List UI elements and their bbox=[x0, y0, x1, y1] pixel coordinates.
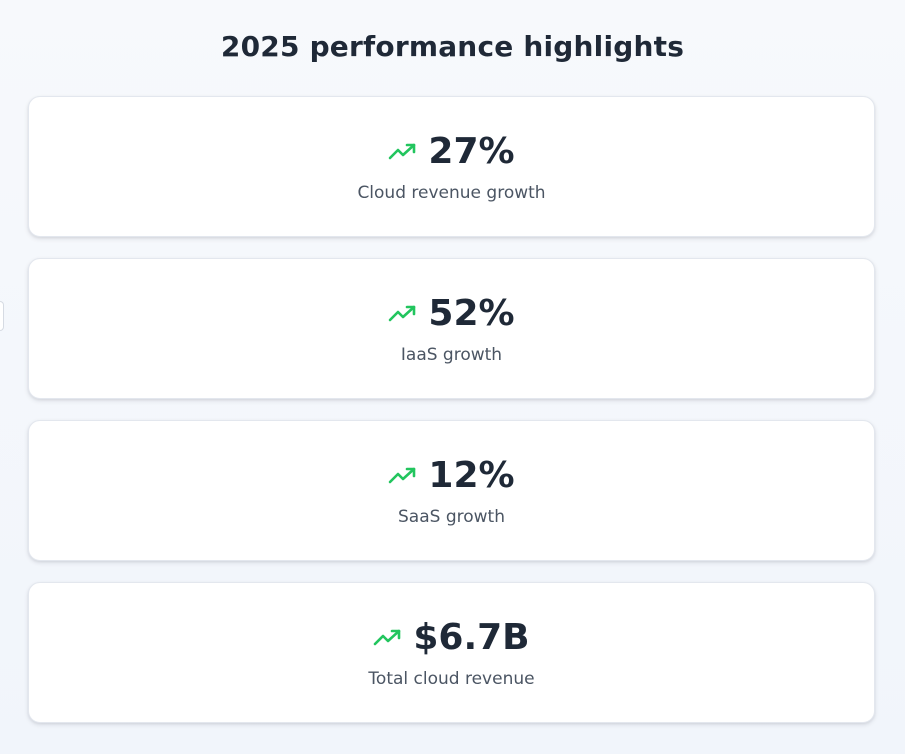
highlight-card-iaas-growth: 52% IaaS growth bbox=[28, 258, 875, 399]
highlights-list: 27% Cloud revenue growth 52% IaaS growth bbox=[28, 96, 875, 744]
trending-up-icon bbox=[388, 142, 418, 162]
side-panel-handle[interactable] bbox=[0, 301, 4, 331]
metric-label: SaaS growth bbox=[398, 506, 505, 527]
metric-value: 52% bbox=[428, 292, 515, 334]
page-title: 2025 performance highlights bbox=[220, 30, 685, 63]
metric-row: 27% bbox=[388, 130, 515, 174]
highlight-card-total-cloud-revenue: $6.7B Total cloud revenue bbox=[28, 582, 875, 723]
metric-value: 12% bbox=[428, 454, 515, 496]
trending-up-icon bbox=[373, 628, 403, 648]
metric-row: 12% bbox=[388, 454, 515, 498]
trending-up-icon bbox=[388, 304, 418, 324]
trending-up-icon bbox=[388, 466, 418, 486]
metric-label: IaaS growth bbox=[400, 344, 503, 365]
metric-value: $6.7B bbox=[413, 616, 530, 658]
highlight-card-saas-growth: 12% SaaS growth bbox=[28, 420, 875, 561]
metric-row: 52% bbox=[388, 292, 515, 336]
metric-value: 27% bbox=[428, 130, 515, 172]
metric-label: Total cloud revenue bbox=[368, 668, 535, 689]
highlight-card-cloud-revenue-growth: 27% Cloud revenue growth bbox=[28, 96, 875, 237]
metric-label: Cloud revenue growth bbox=[357, 182, 546, 203]
metric-row: $6.7B bbox=[373, 616, 530, 660]
